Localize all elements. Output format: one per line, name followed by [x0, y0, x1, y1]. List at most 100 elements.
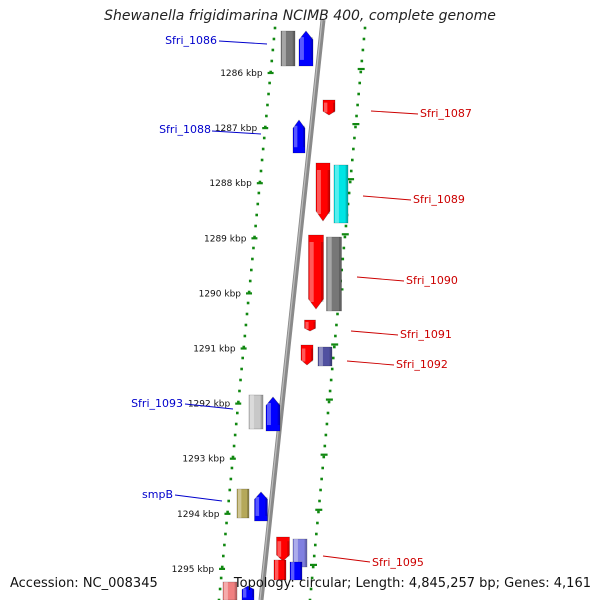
- ruler-dot-right: [357, 92, 360, 96]
- ruler-dot-right: [318, 499, 321, 503]
- gene-sfri-1093-shade: [267, 402, 271, 426]
- gene-label-sfri_1088[interactable]: Sfri_1088: [159, 123, 211, 136]
- genome-title: Shewanella frigidimarina NCIMB 400, comp…: [104, 8, 496, 24]
- ruler-dot-right: [356, 103, 359, 107]
- gene-sfri-1095-neighbor[interactable]: [292, 538, 308, 568]
- gene-sfri-1088-shade: [294, 125, 298, 148]
- gene-sfri-1091[interactable]: [304, 319, 316, 332]
- ruler-dot-left: [225, 521, 228, 525]
- ruler-dot-left: [244, 323, 248, 327]
- ruler-dot-left: [266, 103, 269, 107]
- gene-sfri-1092-neighbor[interactable]: [317, 346, 333, 367]
- ruler-dot-left: [236, 411, 239, 415]
- gene-sfri-1090-neighbor[interactable]: [326, 236, 342, 312]
- ruler-dot-left: [247, 290, 251, 294]
- gene-sfri-1089-neighbor[interactable]: [333, 164, 349, 224]
- ruler-dot-left: [230, 466, 234, 470]
- ruler-dot-right: [355, 114, 358, 118]
- gene-fragment-2[interactable]: [289, 561, 303, 581]
- ruler-dot-right: [324, 433, 328, 437]
- gene-sfri-1095-shadow: [287, 541, 290, 557]
- gene-label-leader: [350, 330, 399, 336]
- gene-sfri-1093-neighbor[interactable]: [248, 394, 264, 430]
- ruler-dot-left: [234, 422, 238, 426]
- gene-sfri-1093-neighbor-shade: [250, 395, 254, 429]
- gene-label-sfri_1093[interactable]: Sfri_1093: [131, 397, 183, 410]
- ruler-dot-right: [346, 202, 350, 206]
- ruler-dot-left: [259, 169, 263, 173]
- gene-label-smpb[interactable]: smpB: [142, 488, 173, 501]
- ruler-dot-right: [331, 356, 335, 360]
- ruler-dot-left: [241, 356, 244, 360]
- gene-smpb-neighbor-shade: [238, 489, 242, 518]
- ruler-dot-right: [340, 268, 344, 272]
- gene-smpb[interactable]: [254, 491, 268, 522]
- gene-sfri-1095-neighbor-shade: [294, 539, 298, 567]
- ruler-dot-right: [342, 246, 346, 250]
- gene-sfri-1093[interactable]: [265, 396, 281, 432]
- ruler-dot-right: [359, 70, 363, 74]
- gene-sfri-1092-shadow: [310, 348, 313, 362]
- ruler-dot-right: [311, 565, 315, 569]
- gene-sfri-1086-shade: [300, 37, 304, 60]
- ruler-dot-right: [354, 125, 357, 129]
- gene-sfri-1088-shadow: [302, 125, 305, 148]
- ruler-dot-left: [218, 587, 222, 591]
- gene-label-leader: [211, 130, 262, 135]
- kbp-tick-label: 1290 kbp: [199, 289, 242, 299]
- gene-fragment-1[interactable]: [273, 559, 287, 581]
- gene-sfri-1086[interactable]: [298, 30, 314, 67]
- gene-smpb-neighbor[interactable]: [236, 488, 250, 519]
- gene-sfri-1092-neighbor-shadow: [329, 347, 332, 366]
- gene-sfri-1090[interactable]: [308, 234, 324, 310]
- gene-sfri-1089-shade: [317, 170, 321, 214]
- gene-sfri-1095[interactable]: [276, 536, 290, 562]
- ruler-dot-left: [239, 378, 242, 382]
- ruler-dot-right: [343, 235, 347, 239]
- ruler-dot-left: [226, 510, 229, 514]
- gene-sfri-1087[interactable]: [322, 99, 336, 116]
- ruler-dot-right: [309, 587, 313, 591]
- ruler-dot-right: [363, 26, 367, 30]
- gene-label-sfri_1091[interactable]: Sfri_1091: [400, 328, 452, 341]
- gene-fragment-3[interactable]: [222, 581, 238, 600]
- ruler-dot-left: [233, 433, 237, 437]
- ruler-dot-right: [310, 576, 314, 580]
- ruler-dot-left: [246, 301, 250, 305]
- ruler-dot-right: [325, 422, 329, 426]
- gene-sfri-1092[interactable]: [300, 344, 314, 366]
- gene-label-sfri_1086[interactable]: Sfri_1086: [165, 34, 217, 47]
- accession-text: Accession: NC_008345: [10, 576, 158, 591]
- ruler-dot-right: [326, 411, 330, 415]
- ruler-dot-right: [349, 169, 353, 173]
- gene-sfri-1086-neighbor[interactable]: [280, 30, 296, 67]
- ruler-dot-left: [267, 92, 270, 96]
- gene-label-sfri_1087[interactable]: Sfri_1087: [420, 107, 472, 120]
- gene-sfri-1088[interactable]: [292, 119, 306, 154]
- ruler-dot-left: [252, 246, 255, 250]
- ruler-dot-right: [348, 180, 352, 184]
- gene-sfri-1092-shade: [302, 348, 306, 362]
- gene-label-sfri_1095[interactable]: Sfri_1095: [372, 556, 424, 569]
- gene-fragment-4-shade: [243, 588, 247, 598]
- kbp-tick-label: 1287 kbp: [215, 124, 258, 134]
- gene-fragment-4[interactable]: [241, 585, 255, 600]
- gene-label-sfri_1092[interactable]: Sfri_1092: [396, 358, 448, 371]
- ruler-dot-left: [237, 400, 240, 404]
- genome-summary-text: Topology: circular; Length: 4,845,257 bp…: [233, 576, 591, 591]
- gene-label-sfri_1090[interactable]: Sfri_1090: [406, 274, 458, 287]
- gene-sfri-1090-shade: [309, 242, 314, 302]
- gene-smpb-shadow: [265, 497, 268, 516]
- ruler-dot-left: [227, 499, 230, 503]
- sequence-axis: [258, 19, 326, 600]
- gene-fragment-3-shade: [224, 582, 228, 600]
- ruler-dot-right: [353, 136, 356, 140]
- gene-sfri-1089[interactable]: [315, 162, 331, 222]
- ruler-dot-left: [273, 26, 277, 30]
- gene-sfri-1090-neighbor-shade: [327, 237, 332, 311]
- gene-smpb-shade: [255, 497, 260, 516]
- gene-label-sfri_1089[interactable]: Sfri_1089: [413, 193, 465, 206]
- ruler-dot-left: [229, 477, 233, 481]
- ruler-dot-right: [341, 257, 345, 261]
- ruler-dot-left: [224, 532, 227, 536]
